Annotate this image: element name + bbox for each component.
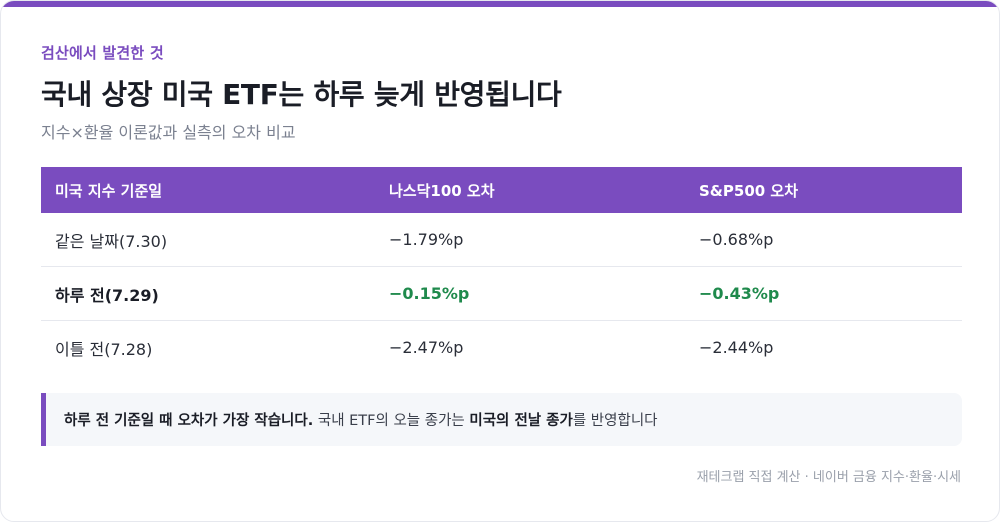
row-nasdaq-error: −0.15%p: [375, 266, 685, 321]
eyebrow-label: 검산에서 발견한 것: [41, 44, 164, 62]
row-base-date: 같은 날짜(7.30): [41, 213, 375, 267]
note-bold-emphasis: 미국의 전날 종가: [469, 413, 573, 429]
row-base-date: 이틀 전(7.28): [55, 339, 153, 359]
column-header-sp500-error: S&P500 오차: [685, 167, 962, 213]
column-header-base-date: 미국 지수 기준일: [41, 167, 375, 213]
error-comparison-table: 미국 지수 기준일 나스닥100 오차 S&P500 오차 같은 날짜(7.30…: [41, 167, 962, 374]
note-text-end: 를 반영합니다: [572, 413, 658, 429]
column-header-nasdaq-error: 나스닥100 오차: [375, 167, 685, 213]
row-nasdaq-error: −2.47%p: [389, 338, 464, 357]
row-nasdaq-error: −1.79%p: [375, 213, 685, 267]
row-base-date: 하루 전(7.29): [41, 266, 375, 321]
row-sp500-error: −2.44%p: [699, 338, 774, 357]
page-subtitle: 지수×환율 이론값과 실측의 오차 비교: [41, 123, 296, 142]
table-header-row: 미국 지수 기준일 나스닥100 오차 S&P500 오차: [41, 167, 962, 213]
table-row-highlighted: 하루 전(7.29) −0.15%p −0.43%p: [41, 266, 962, 321]
page-title: 국내 상장 미국 ETF는 하루 늦게 반영됩니다: [41, 78, 562, 111]
note-bold-conclusion: 하루 전 기준일 때 오차가 가장 작습니다.: [64, 413, 314, 429]
row-sp500-error: −0.43%p: [685, 266, 962, 321]
callout-note: 하루 전 기준일 때 오차가 가장 작습니다. 국내 ETF의 오늘 종가는 미…: [41, 393, 962, 446]
accent-top-bar: [1, 1, 999, 7]
row-sp500-error: −0.68%p: [685, 213, 962, 267]
source-caption: 재테크랩 직접 계산 · 네이버 금융 지수·환율·시세: [696, 470, 961, 485]
table-row: 이틀 전(7.28) −2.47%p −2.44%p: [41, 321, 962, 375]
table-row: 같은 날짜(7.30) −1.79%p −0.68%p: [41, 213, 962, 267]
note-text: 국내 ETF의 오늘 종가는: [313, 413, 470, 429]
